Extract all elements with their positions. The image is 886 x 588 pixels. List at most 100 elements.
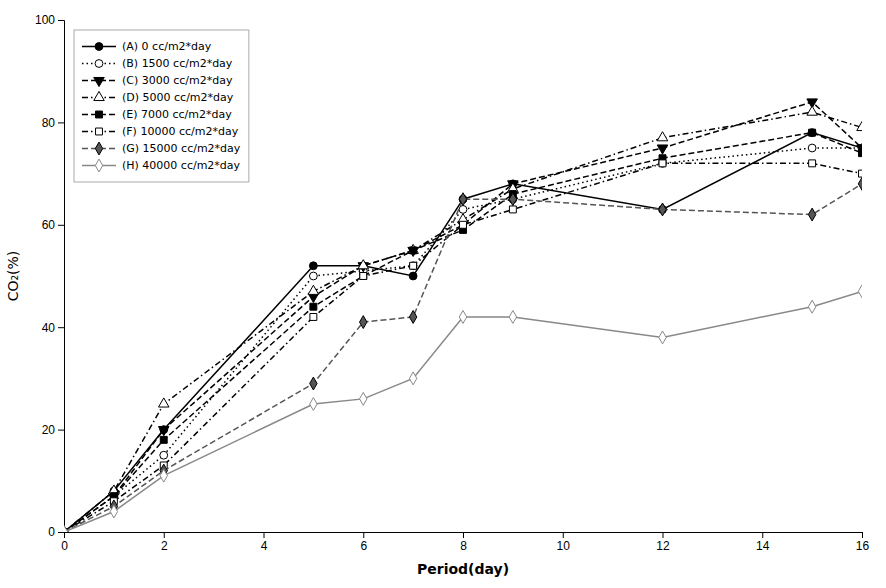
legend-marker — [95, 159, 102, 172]
legend: (A) 0 cc/m2*day(B) 1500 cc/m2*day(C) 300… — [74, 30, 249, 182]
point — [409, 262, 417, 270]
point — [360, 392, 367, 405]
series-line — [64, 133, 862, 532]
legend-box — [74, 30, 249, 182]
point — [857, 121, 862, 130]
point — [808, 144, 816, 152]
y-axis-title: CO₂(%) — [5, 251, 21, 302]
point — [808, 300, 815, 313]
y-axis-tick-label: 80 — [42, 116, 56, 130]
legend-label: (G) 15000 cc/m2*day — [122, 142, 241, 155]
y-axis-tick-label: 100 — [35, 13, 55, 27]
point — [409, 372, 416, 385]
legend-item: (C) 3000 cc/m2*day — [82, 74, 233, 87]
point — [409, 311, 416, 324]
y-axis-tick-mark — [58, 122, 64, 123]
x-axis-tick-label: 8 — [460, 539, 467, 553]
x-axis-tick-mark — [663, 532, 664, 538]
series-line — [64, 163, 862, 532]
point — [460, 221, 467, 228]
legend-label: (D) 5000 cc/m2*day — [122, 91, 234, 104]
x-axis-tick-mark — [563, 532, 564, 538]
x-axis-tick-mark — [264, 532, 265, 538]
legend-label: (E) 7000 cc/m2*day — [122, 108, 232, 121]
point — [310, 377, 317, 390]
point — [160, 436, 167, 443]
series-line — [64, 291, 862, 532]
legend-marker — [95, 60, 103, 68]
point — [360, 273, 367, 280]
x-axis-tick: 10 — [557, 532, 571, 553]
point — [158, 427, 169, 436]
legend-item: (G) 15000 cc/m2*day — [82, 142, 241, 155]
x-axis-tick: 2 — [161, 532, 168, 553]
x-axis-tick-label: 16 — [856, 539, 870, 553]
point — [110, 505, 117, 518]
x-axis-tick-mark — [762, 532, 763, 538]
point — [659, 160, 666, 167]
y-axis-tick-mark — [58, 20, 64, 21]
legend-marker — [95, 43, 103, 51]
legend-marker — [94, 77, 105, 86]
x-axis-tick-label: 14 — [756, 539, 770, 553]
legend-marker — [96, 128, 103, 135]
point — [459, 193, 466, 206]
x-axis-tick: 12 — [656, 532, 670, 553]
point — [408, 247, 419, 256]
point — [160, 451, 168, 459]
y-axis-tick-mark — [58, 532, 64, 533]
x-axis-tick: 0 — [61, 532, 68, 553]
x-axis-line — [65, 533, 863, 539]
y-axis-tick: 40 — [42, 321, 64, 335]
point — [657, 145, 668, 154]
point — [309, 272, 317, 280]
x-axis-tick: 14 — [756, 532, 770, 553]
series — [64, 177, 862, 532]
point — [809, 129, 816, 136]
x-axis-tick: 8 — [460, 532, 467, 553]
point — [410, 247, 417, 254]
y-axis-tick: 80 — [42, 116, 64, 130]
x-axis-tick-mark — [164, 532, 165, 538]
x-axis: 0 2 4 6 8 10 12 14 16 — [61, 532, 869, 553]
y-axis-line — [58, 21, 65, 533]
x-axis-tick-label: 6 — [360, 539, 367, 553]
x-axis-tick-mark — [862, 532, 863, 538]
point — [408, 244, 419, 253]
x-axis-tick: 4 — [261, 532, 268, 553]
x-axis-tick-label: 12 — [656, 539, 670, 553]
point — [807, 106, 818, 115]
point — [859, 170, 862, 177]
marks — [64, 99, 862, 532]
point — [509, 193, 516, 206]
y-axis-tick-mark — [58, 327, 64, 328]
x-axis-tick: 6 — [360, 532, 367, 553]
point — [659, 159, 667, 167]
x-axis-tick-label: 4 — [261, 539, 268, 553]
point — [859, 150, 862, 157]
y-axis-tick-mark — [58, 430, 64, 431]
series — [64, 144, 862, 532]
point — [659, 331, 666, 344]
legend-label: (A) 0 cc/m2*day — [122, 40, 212, 53]
legend-item: (F) 10000 cc/m2*day — [82, 125, 239, 138]
point — [160, 469, 167, 482]
legend-marker — [95, 142, 102, 155]
series — [64, 129, 862, 532]
chart: 0 2 4 6 8 10 12 14 160 20 40 60 80 100 (A) 0 cc/m2*day… — [0, 0, 886, 588]
series — [64, 99, 862, 532]
x-axis-title: Period(day) — [417, 561, 509, 577]
point — [360, 316, 367, 329]
point — [64, 526, 68, 532]
legend-label: (F) 10000 cc/m2*day — [122, 125, 239, 138]
point — [509, 311, 516, 324]
y-axis-tick-label: 60 — [42, 218, 56, 232]
legend-marker — [94, 91, 105, 100]
y-axis: 020406080100 — [35, 13, 65, 539]
y-axis-tick-label: 20 — [42, 423, 56, 437]
x-axis-tick-label: 10 — [557, 539, 571, 553]
y-axis-tick: 60 — [42, 218, 64, 232]
point — [310, 313, 317, 320]
legend-item: (E) 7000 cc/m2*day — [82, 108, 232, 121]
point — [308, 285, 319, 294]
